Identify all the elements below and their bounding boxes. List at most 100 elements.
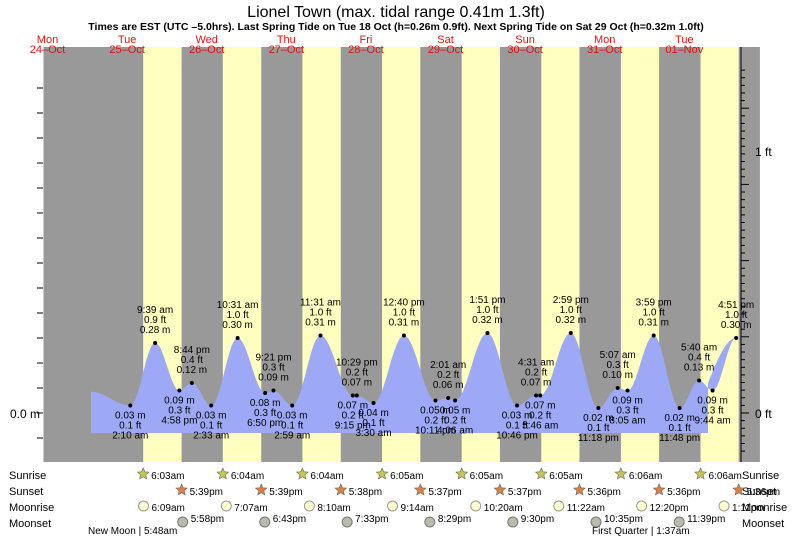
axes: 0.0 m 0 ft 1 ft: [10, 47, 772, 462]
tide-label: 0.30 m: [222, 320, 253, 331]
tide-point: [734, 336, 739, 340]
tide-label: 0.1 ft: [506, 421, 528, 432]
tide-point: [318, 333, 323, 338]
tide-point: [209, 403, 214, 408]
tide-label: 1:51 pm: [469, 295, 505, 306]
tide-label: 0.05 m: [440, 406, 471, 417]
moonset-icon: [341, 516, 353, 528]
chart-title: Lionel Town (max. tidal range 0.41m 1.3f…: [247, 4, 545, 21]
sunrise-icon: [455, 467, 469, 480]
tide-point: [453, 398, 458, 403]
row-label-moonset-right: Moonset: [742, 518, 784, 530]
tide-label: 0.03 m: [115, 411, 146, 422]
row-label-sunset-right: Sunset: [742, 486, 776, 498]
tide-point: [515, 403, 520, 408]
row-label-moonset-left: Moonset: [9, 518, 51, 530]
tide-label: 0.07 m: [521, 378, 552, 389]
moon-phase-label: New Moon | 5:48am: [88, 526, 177, 537]
tide-label: 0.3 ft: [701, 406, 723, 417]
tide-label: 0.2 ft: [424, 416, 446, 427]
tide-label: 2:59 pm: [553, 295, 589, 306]
sunrise-time: 6:06am: [709, 471, 742, 482]
tide-label: 4:58 pm: [161, 416, 197, 427]
sunset-icon: [493, 483, 507, 496]
tide-label: 1.0 ft: [309, 308, 331, 319]
tide-label: 6:50 pm: [247, 418, 283, 429]
tide-label: 0.08 m: [250, 398, 281, 409]
moonrise-icon: [470, 500, 482, 512]
tide-curve-area: [91, 333, 737, 433]
sunset-icon: [573, 483, 586, 496]
tide-point: [651, 333, 656, 338]
tide-label: 0.2 ft: [529, 411, 551, 422]
tide-label: 0.02 m: [583, 413, 614, 424]
tide-point: [568, 331, 573, 335]
tide-label: 1.0 ft: [643, 308, 665, 319]
tide-label: 1.0 ft: [560, 305, 582, 316]
day-header-date: 26–Oct: [189, 44, 224, 56]
sunset-icon: [254, 483, 268, 496]
moonrise-time: 6:09am: [151, 503, 184, 514]
tide-point: [153, 341, 158, 345]
tide-point: [446, 396, 451, 400]
tide-label: 9:15 pm: [335, 421, 371, 432]
sunrise-time: 6:06am: [629, 471, 662, 482]
tide-label: 3:59 pm: [636, 298, 672, 309]
tide-label: 0.4 ft: [688, 353, 710, 364]
tide-point: [615, 386, 620, 390]
day-header-dow: Tue: [118, 34, 137, 46]
tide-label: 0.3 ft: [254, 408, 276, 419]
tide-label: 4:31 am: [518, 358, 554, 369]
sunrise-time: 6:03am: [151, 471, 184, 482]
tide-label: 0.03 m: [502, 411, 533, 422]
tide-label: 4:51 pm: [718, 300, 754, 311]
moon-phase-label: First Quarter | 1:37am: [592, 526, 690, 537]
tide-label: 0.3 ft: [168, 406, 190, 417]
moonrise-icon: [137, 500, 149, 512]
day-header-dow: Tue: [675, 34, 694, 46]
tide-point: [263, 391, 268, 395]
moonset-icon: [424, 516, 436, 528]
tide-point: [371, 401, 376, 405]
moonrise-icon: [718, 500, 730, 512]
tide-label: 3:30 am: [355, 428, 391, 439]
moonrise-icon: [220, 500, 232, 512]
day-header-date: 29–Oct: [428, 44, 463, 56]
tide-label: 5:07 am: [600, 350, 636, 361]
tide-label: 0.05 m: [420, 406, 451, 417]
moonrise-icon: [303, 500, 315, 512]
sunset-time: 5:36pm: [747, 487, 780, 498]
tide-point: [710, 388, 715, 393]
tide-label: 0.9 ft: [144, 315, 166, 326]
sunset-icon: [175, 483, 189, 496]
tide-label: 0.1 ft: [669, 423, 691, 434]
moonset-icon: [673, 516, 685, 528]
tide-label: 0.2 ft: [437, 370, 459, 381]
sunrise-icon: [534, 467, 548, 480]
tide-label: 0.2 ft: [342, 411, 364, 422]
sunset-time: 5:37pm: [428, 487, 461, 498]
tide-label: 0.07 m: [525, 401, 556, 412]
tide-label: 0.32 m: [555, 315, 586, 326]
tide-label: 2:33 am: [193, 431, 229, 442]
tide-label: 0.31 m: [305, 318, 336, 329]
right-axis-label-0: 0 ft: [755, 407, 772, 421]
tide-label: 4:06 am: [437, 426, 473, 437]
sunrise-time: 6:04am: [231, 471, 264, 482]
tide-label: 0.31 m: [638, 318, 669, 329]
moonset-icon: [507, 516, 519, 528]
moonset-time: 9:30pm: [521, 514, 554, 525]
tide-label: 0.13 m: [684, 363, 715, 374]
sunrise-icon: [295, 467, 309, 480]
tide-point: [271, 388, 276, 393]
moonrise-time: 8:10am: [317, 503, 350, 514]
day-header-dow: Mon: [37, 34, 58, 46]
tide-point: [189, 381, 194, 385]
moonset-time: 10:35pm: [604, 514, 643, 525]
tide-label: 10:31 am: [217, 300, 259, 311]
tide-point: [350, 393, 355, 398]
tide-label: 0.32 m: [472, 315, 503, 326]
tide-label: 0.04 m: [358, 408, 389, 419]
tide-label: 9:44 am: [695, 416, 731, 427]
